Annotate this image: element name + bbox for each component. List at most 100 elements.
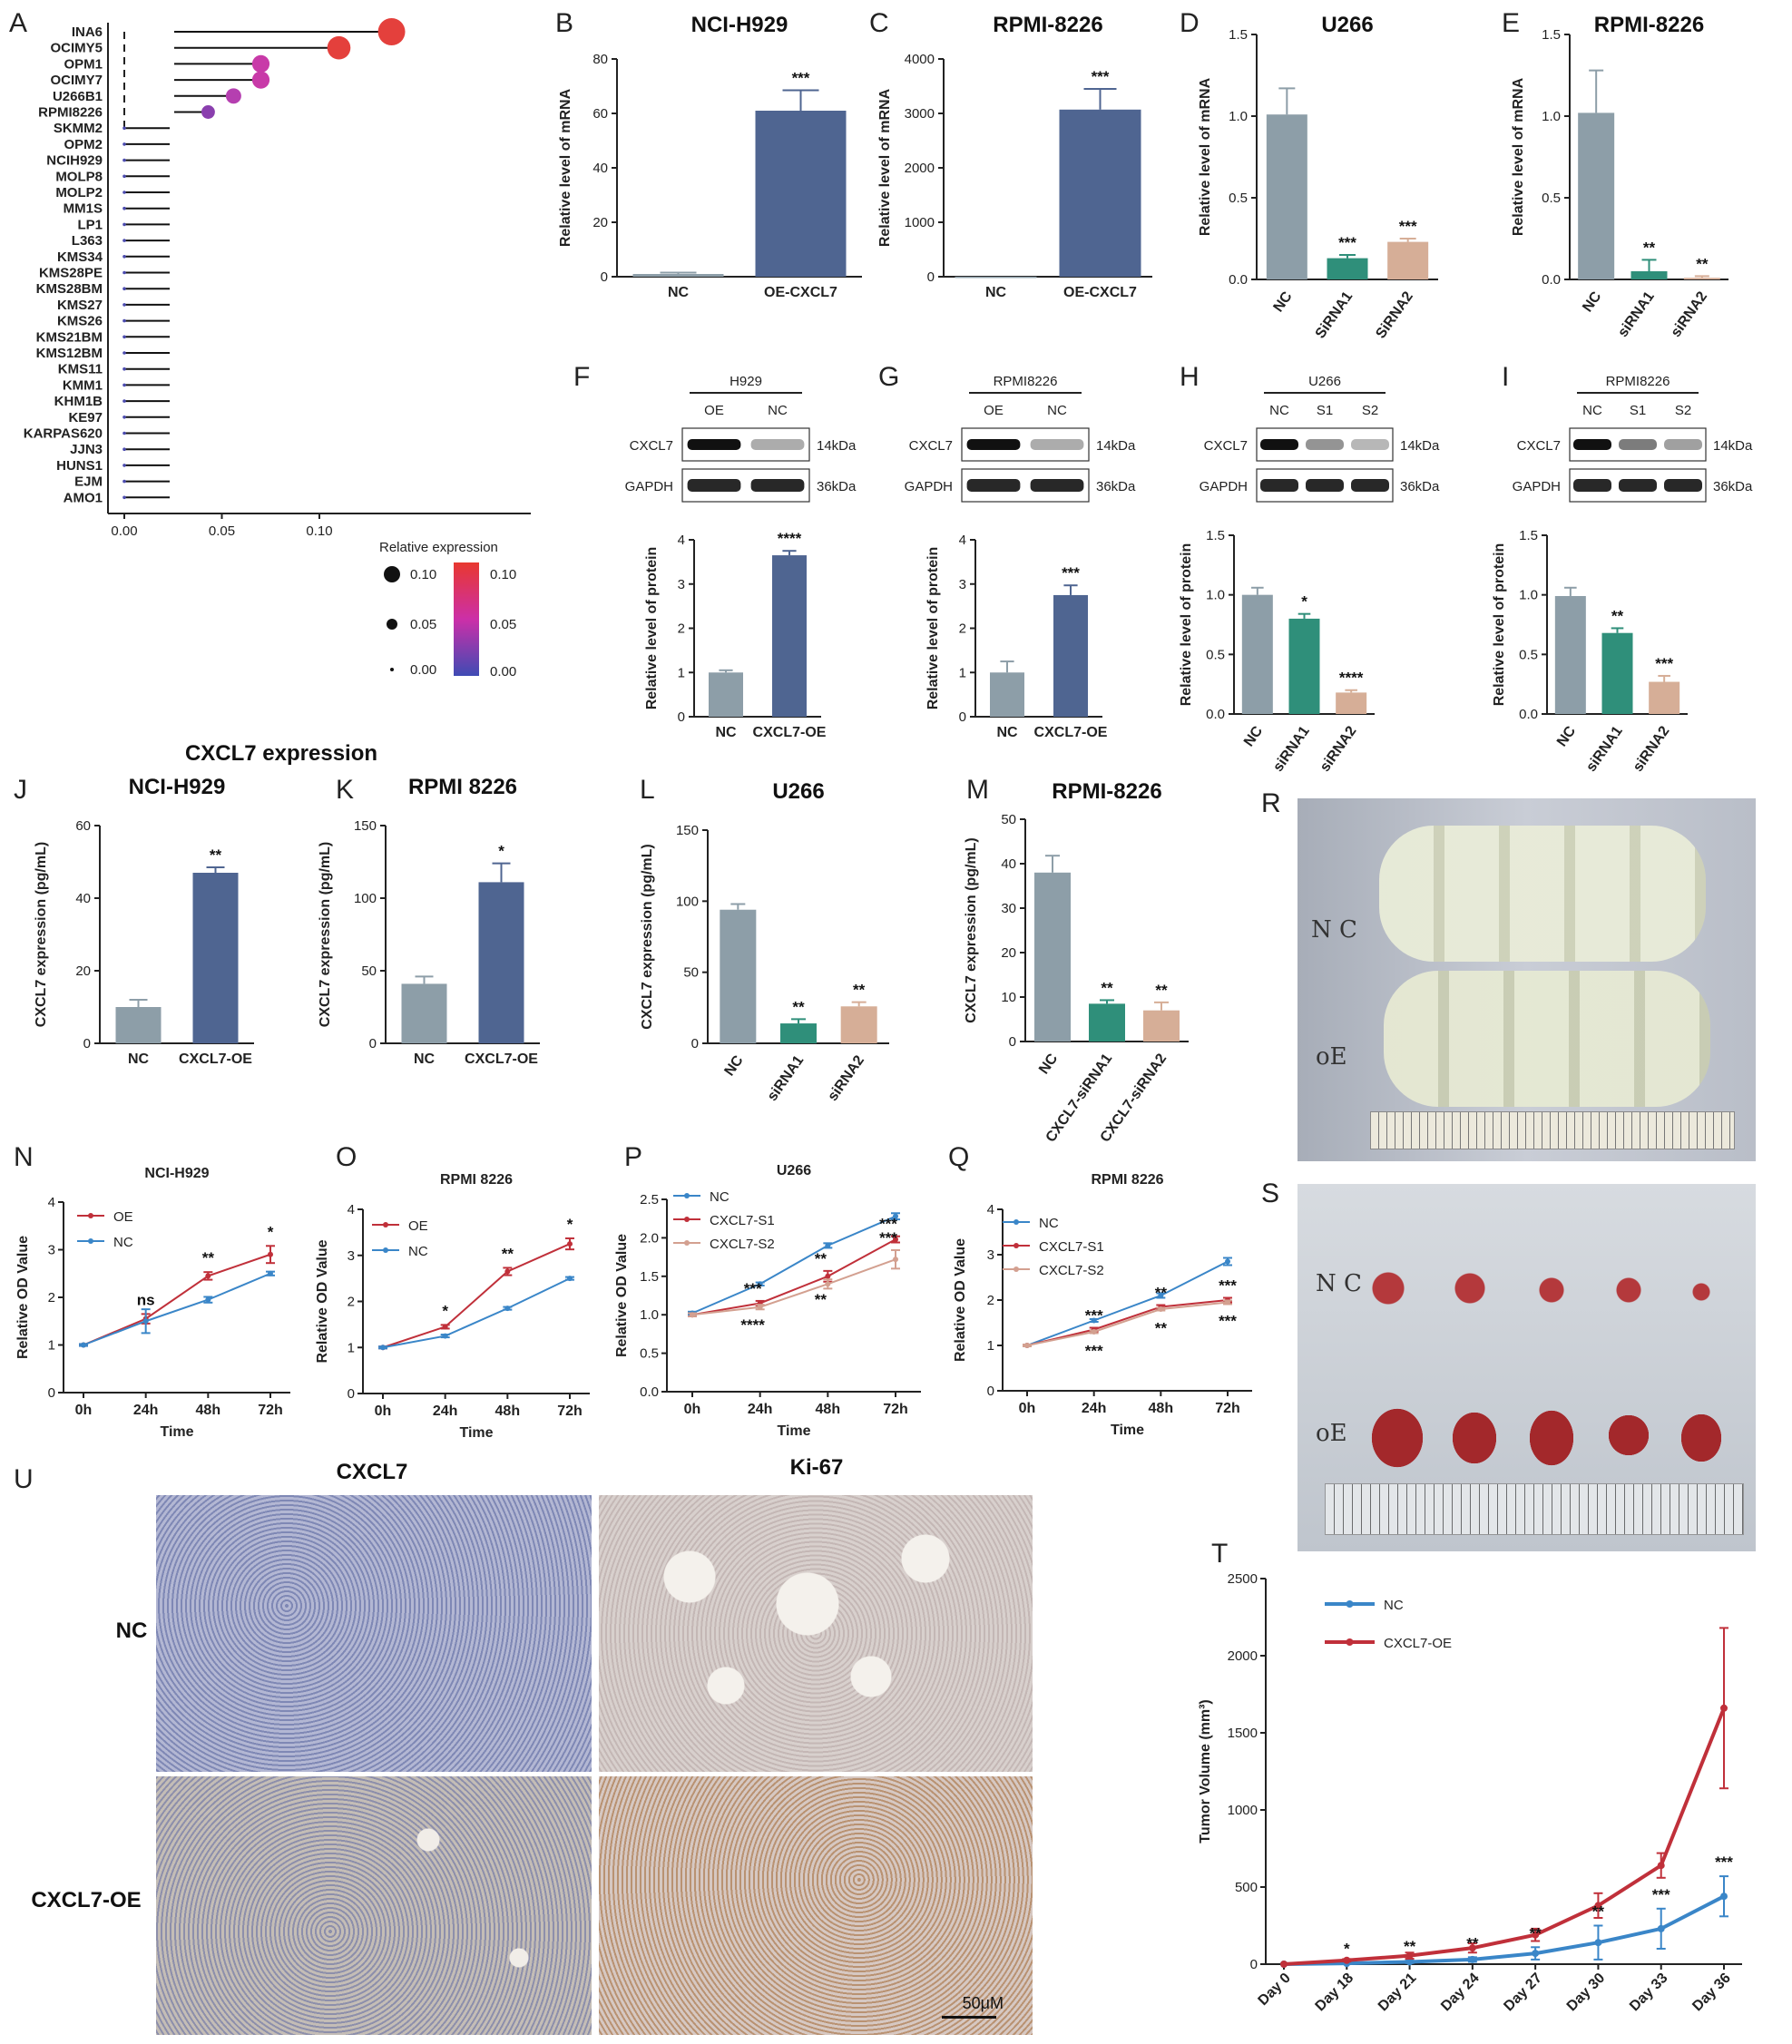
y-axis-title-E: Relative level of mRNA	[1511, 77, 1526, 236]
blot-lane-label-F: OE	[704, 403, 724, 418]
legend-label-O: OE	[408, 1218, 428, 1234]
data-point-Q-CXCL7-S2	[1024, 1343, 1030, 1348]
y-tick-label-B: 0	[601, 269, 608, 285]
bar-E-NC	[1578, 112, 1615, 280]
panel-letter-E: E	[1502, 8, 1520, 38]
mouse-label-nc: N C	[1311, 916, 1357, 944]
legend-size-label: 0.10	[410, 567, 436, 582]
ihc-cxcl7-oe	[156, 1776, 592, 2035]
y-tick-label-P: 2.5	[640, 1192, 659, 1208]
lollipop-dot	[122, 479, 126, 484]
y-tick-label-C: 3000	[905, 106, 935, 122]
y-axis-title-M: CXCL7 expression (pg/mL)	[964, 837, 979, 1022]
y-tick-label-E: 0.0	[1542, 272, 1561, 288]
lollipop-dot	[122, 191, 126, 194]
blot-band-I	[1573, 439, 1611, 450]
legend-marker-Q	[1014, 1243, 1019, 1248]
significance-N: *	[268, 1223, 274, 1240]
significance-P: ***	[744, 1280, 762, 1297]
bar-D-SiRNA1	[1327, 258, 1368, 279]
blot-band-G	[966, 439, 1021, 450]
lollipop-cell-line: MM1S	[64, 201, 103, 217]
significance-T: **	[1592, 1903, 1605, 1921]
lollipop-dot	[122, 495, 126, 500]
significance-C: ***	[1092, 68, 1110, 85]
blot-gapdh-band-F	[687, 479, 741, 492]
data-point-N-OE	[205, 1273, 211, 1279]
blot-band-H	[1306, 439, 1344, 450]
lollipop-cell-line: KHM1B	[54, 394, 103, 409]
x-tick-label-L: NC	[721, 1052, 746, 1079]
bar-L-siRNA2	[840, 1006, 877, 1043]
y-tick-label-C: 1000	[905, 215, 935, 230]
y-tick-label-O: 1	[348, 1340, 355, 1355]
bar-J-CXCL7-OE	[192, 873, 239, 1043]
y-tick-label-N: 1	[48, 1338, 55, 1354]
data-point-T-CXCL7-OE	[1405, 1951, 1414, 1960]
significance-P: ***	[879, 1229, 897, 1247]
y-axis-title-F: Relative level of protein	[644, 547, 660, 710]
series-line-N-NC	[83, 1272, 271, 1346]
legend-label-O: NC	[408, 1244, 428, 1259]
x-axis-title-O: Time	[459, 1425, 493, 1441]
legend-title: Relative expression	[379, 540, 498, 555]
ihc-cxcl7-nc	[156, 1495, 592, 1772]
data-point-T-CXCL7-OE	[1657, 1862, 1665, 1870]
bar-K-NC	[401, 983, 447, 1043]
series-line-Q-CXCL7-S2	[1026, 1301, 1229, 1346]
lollipop-cell-line: OCIMY5	[50, 41, 103, 56]
ihc-ki67-nc	[599, 1495, 1033, 1772]
x-tick-label-H: NC	[1241, 723, 1266, 749]
legend-label-Q: CXCL7-S1	[1039, 1239, 1104, 1255]
significance-H: ****	[1339, 670, 1364, 687]
y-tick-label-M: 10	[1001, 990, 1016, 1005]
significance-P: ***	[879, 1216, 897, 1233]
panel-letter-F: F	[573, 362, 590, 392]
scale-bar-label: 50μM	[962, 1994, 1004, 2012]
data-point-P-CXCL7-S2	[757, 1304, 763, 1310]
legend-marker-N	[88, 1213, 93, 1218]
lollipop-cell-line: NCIH929	[46, 153, 103, 169]
x-tick-label-P: 24h	[748, 1402, 773, 1417]
data-point-Q-CXCL7-S2	[1225, 1299, 1230, 1306]
legend-label-T: NC	[1384, 1598, 1404, 1613]
blot-gapdh-band-I	[1664, 479, 1702, 492]
bar-M-CXCL7-siRNA1	[1089, 1003, 1125, 1042]
lollipop-cell-line: KMS28PE	[39, 266, 103, 281]
bar-E-siRNA2	[1683, 278, 1720, 279]
panel-letter-T: T	[1211, 1539, 1228, 1569]
bar-M-CXCL7-siRNA2	[1143, 1010, 1180, 1042]
y-tick-label-I: 0.5	[1519, 647, 1538, 662]
significance-Q: **	[1155, 1320, 1168, 1337]
blot-target-label: CXCL7	[1517, 438, 1561, 454]
lollipop-dot	[122, 206, 126, 210]
blot-band-G	[1030, 439, 1084, 450]
significance-I: ***	[1655, 655, 1673, 672]
lollipop-cell-line: L363	[72, 233, 103, 249]
panel-letter-I: I	[1502, 362, 1509, 392]
lollipop-cell-line: KMM1	[63, 377, 103, 393]
legend-label-Q: NC	[1039, 1216, 1059, 1231]
bar-C-OE-CXCL7	[1059, 109, 1141, 277]
data-point-N-NC	[205, 1296, 211, 1303]
series-line-N-OE	[83, 1253, 271, 1346]
bar-I-siRNA2	[1649, 681, 1680, 714]
bar-G-CXCL7-OE	[1053, 594, 1088, 717]
x-tick-label-J: NC	[128, 1051, 150, 1067]
legend-marker-P	[684, 1240, 690, 1246]
data-point-O-OE	[567, 1241, 573, 1247]
y-tick-label-H: 1.0	[1206, 588, 1225, 603]
chart-title-L: U266	[772, 779, 824, 804]
y-axis-title-Q: Relative OD Value	[953, 1238, 968, 1362]
x-tick-label-E: siRNA1	[1615, 289, 1658, 339]
lollipop-dot	[122, 464, 126, 467]
lollipop-dot	[122, 399, 126, 403]
lollipop-dot	[122, 383, 126, 387]
blot-control-label: GAPDH	[1200, 479, 1248, 494]
x-tick-label-T: Day 0	[1256, 1971, 1294, 2009]
panel-letter-D: D	[1180, 8, 1200, 38]
lollipop-dot	[122, 335, 126, 339]
y-tick-label-O: 3	[348, 1248, 355, 1264]
chart-title-K: RPMI 8226	[408, 775, 517, 799]
lollipop-dot	[122, 255, 126, 259]
